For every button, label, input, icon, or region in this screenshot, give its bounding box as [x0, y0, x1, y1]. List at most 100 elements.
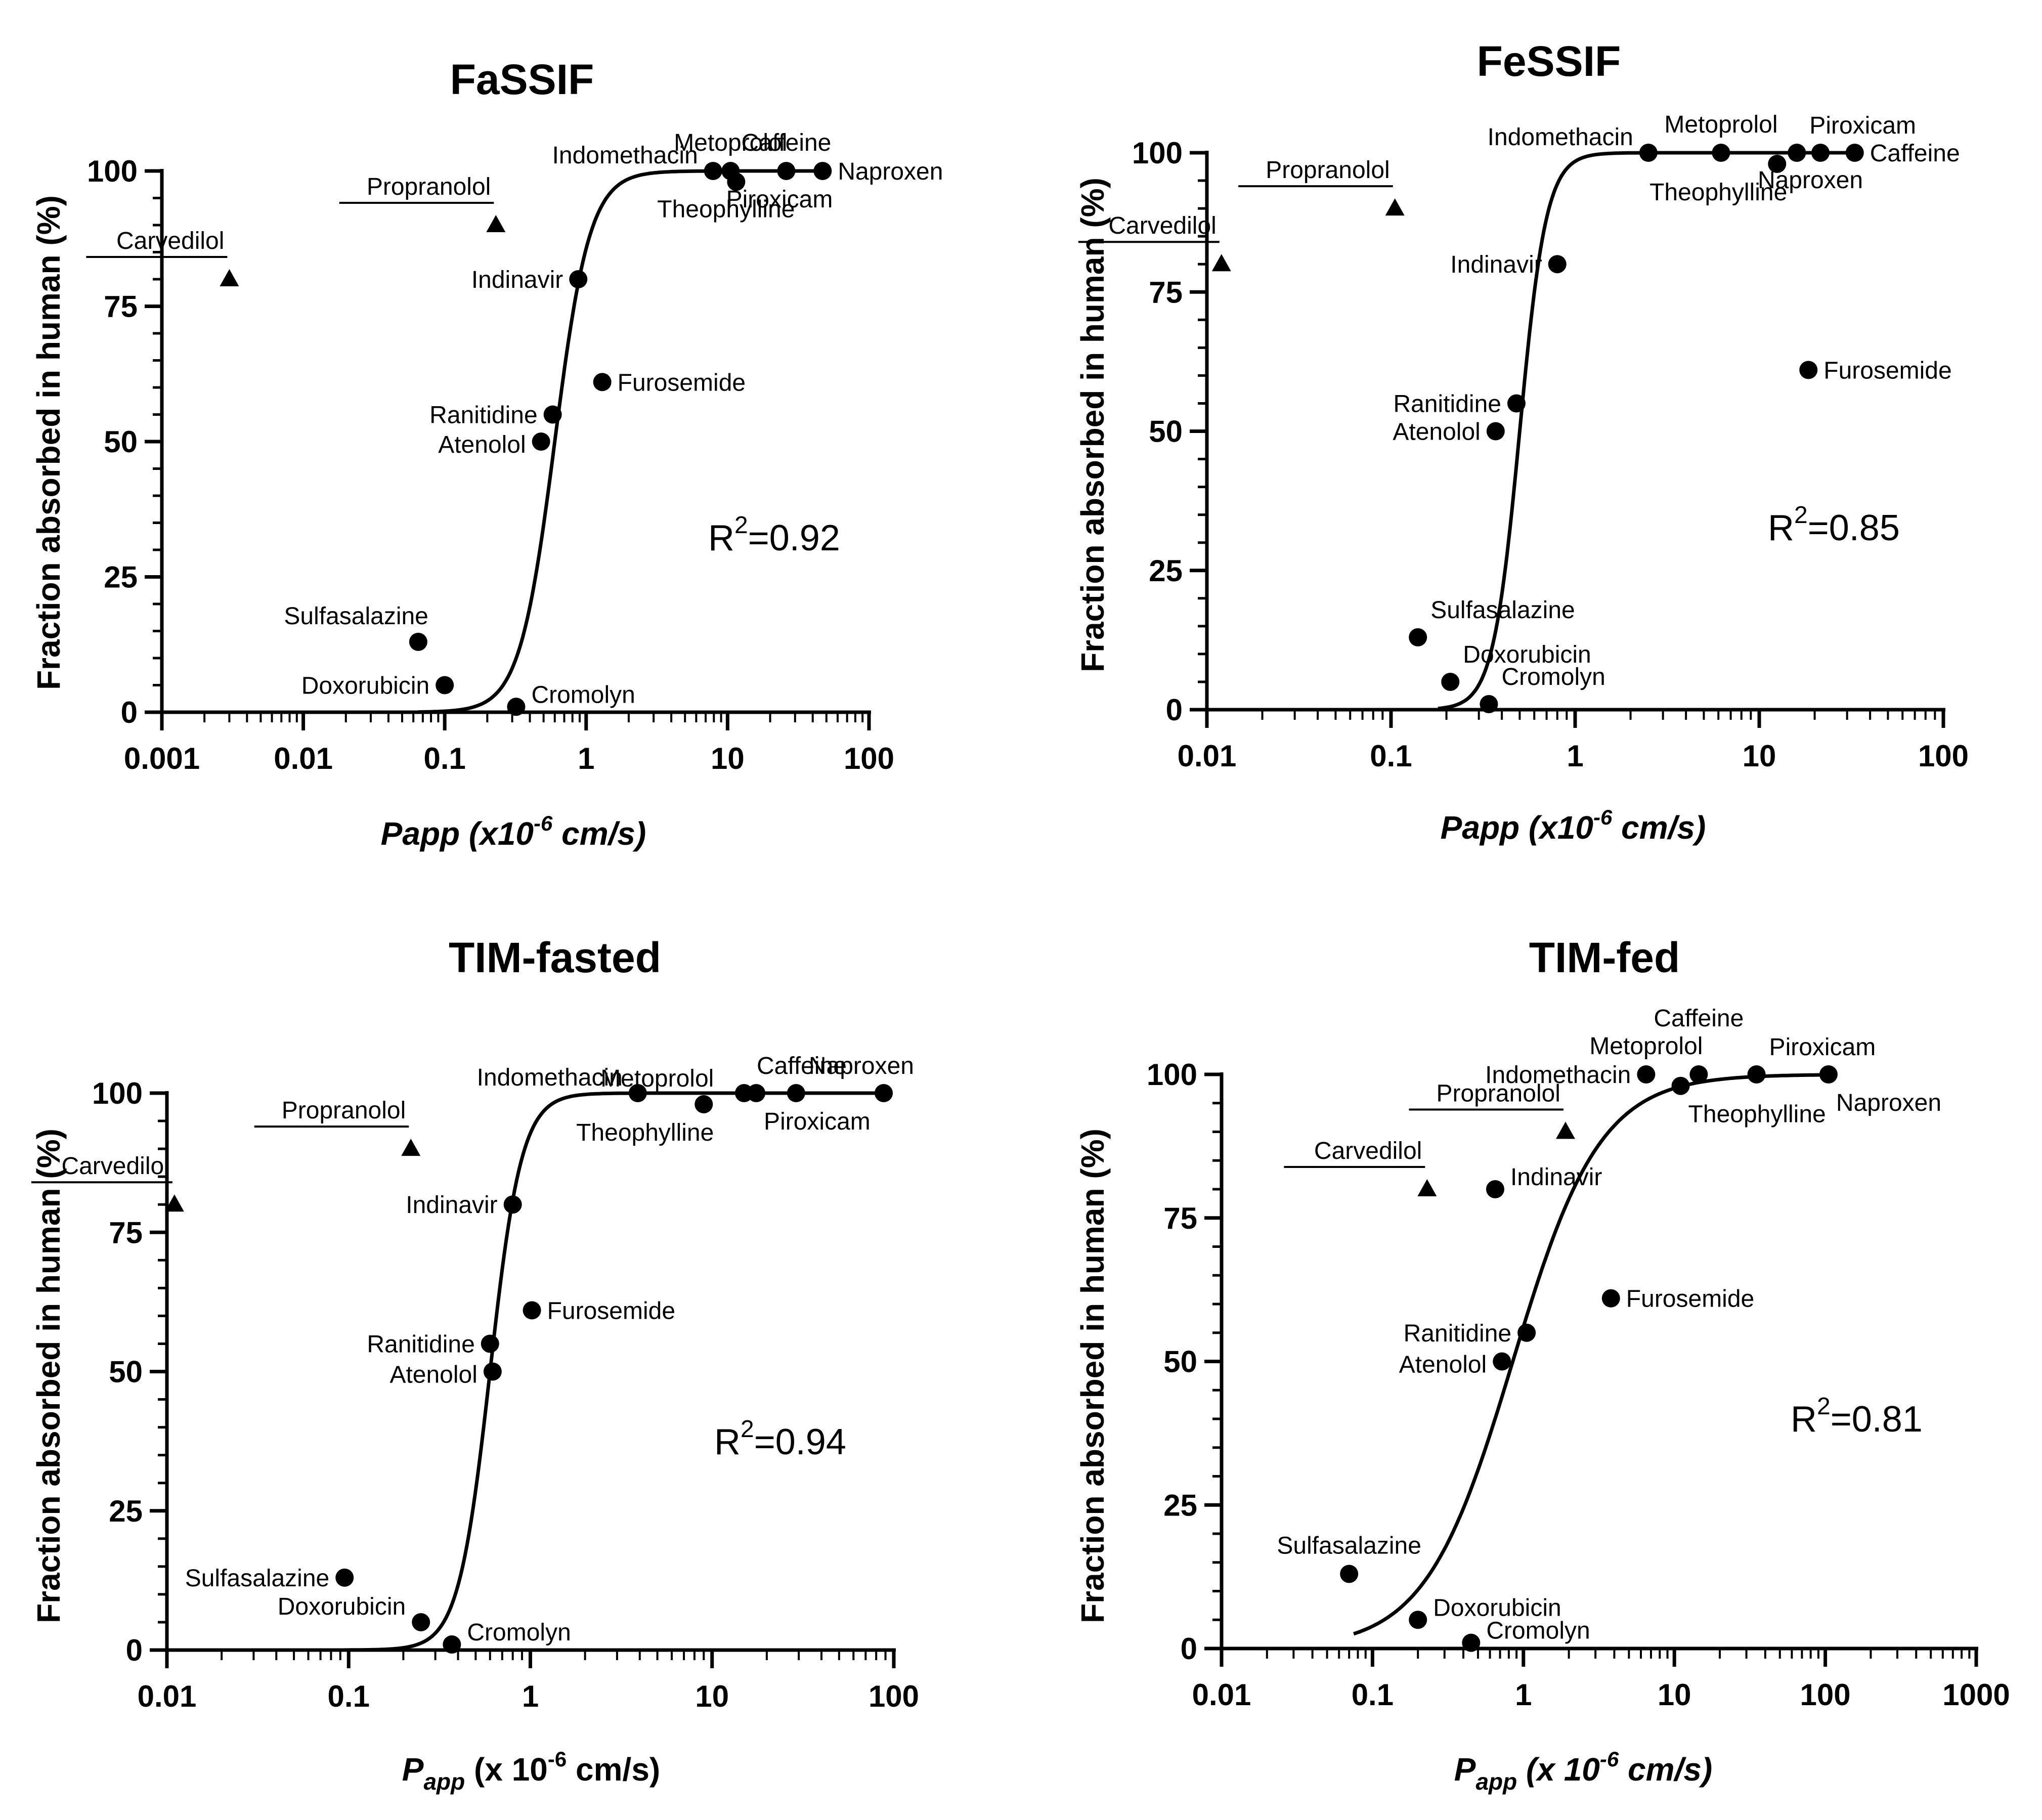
- point-label: Doxorubicin: [301, 673, 429, 700]
- x-tick-label: 100: [844, 742, 894, 775]
- data-point: [704, 162, 722, 180]
- point-label: Piroxicam: [1809, 112, 1916, 139]
- point-label: Indomethacin: [1485, 1062, 1631, 1089]
- point-label: Naproxen: [1836, 1090, 1941, 1116]
- data-point: [1409, 1611, 1427, 1629]
- x-tick-label: 0.001: [124, 742, 200, 775]
- x-tick-label: 0.01: [1178, 739, 1237, 773]
- x-tick-label: 10: [1658, 1678, 1691, 1712]
- x-tick-label: 1: [578, 742, 594, 775]
- x-axis-label-end: cm/s): [552, 815, 646, 852]
- point-label: Atenolol: [438, 431, 526, 458]
- x-axis-label: Papp (x10-6 cm/s): [381, 811, 646, 852]
- x-axis-label-end: cm/s): [1612, 809, 1706, 846]
- point-label: Furosemide: [1626, 1286, 1754, 1313]
- data-point: [694, 1095, 713, 1114]
- data-point: [481, 1334, 499, 1353]
- data-point-triangle: [164, 1194, 184, 1212]
- data-point: [1441, 672, 1460, 691]
- point-label: Indomethacin: [477, 1064, 623, 1091]
- x-axis-label-tail: (x 10: [465, 1751, 548, 1788]
- y-tick-label: 75: [109, 1216, 143, 1249]
- fit-curve: [418, 169, 824, 714]
- y-tick-label: 100: [87, 154, 138, 188]
- x-axis-label-sup: -6: [548, 1747, 567, 1771]
- point-label: Sulfasalazine: [1430, 597, 1575, 624]
- data-point: [777, 162, 796, 180]
- data-point: [1788, 144, 1806, 162]
- point-label: Metoprolol: [674, 129, 787, 156]
- point-label: Ranitidine: [367, 1331, 474, 1358]
- y-tick-label: 0: [1181, 1632, 1197, 1666]
- plot-area: 0 25 50 75 100 0.001 0.01 0.1 1 10 100 Carvedilol Pr…: [86, 129, 943, 775]
- x-tick-label: 1: [1515, 1678, 1532, 1712]
- point-label: Theophylline: [1649, 179, 1787, 206]
- data-point-triangle: [1385, 198, 1405, 216]
- point-label: Theophylline: [576, 1119, 714, 1146]
- data-point: [1517, 1323, 1536, 1342]
- point-label: Atenolol: [389, 1362, 477, 1389]
- x-axis-label-tail: (x 10: [1517, 1751, 1600, 1788]
- data-point: [1486, 1180, 1504, 1198]
- data-point: [747, 1084, 766, 1102]
- point-label: Atenolol: [1399, 1352, 1487, 1378]
- data-point: [1671, 1076, 1690, 1095]
- data-point: [412, 1613, 430, 1631]
- x-axis-label-sup: -6: [1600, 1747, 1619, 1771]
- x-tick-label: 1: [1567, 739, 1583, 773]
- point-label: Ranitidine: [429, 402, 537, 429]
- x-axis-label-main: Papp (x10: [1441, 809, 1593, 846]
- chart-title: TIM-fasted: [449, 934, 661, 981]
- point-label: Furosemide: [618, 369, 746, 396]
- data-point-triangle: [486, 215, 506, 232]
- data-point: [503, 1195, 522, 1214]
- r2-annotation: R2=0.81: [1791, 1393, 1923, 1440]
- data-point-triangle: [401, 1139, 421, 1156]
- point-label: Indinavir: [406, 1192, 497, 1219]
- point-label: Metoprolol: [1664, 111, 1777, 138]
- y-tick-label: 25: [104, 560, 138, 594]
- data-point: [1845, 144, 1864, 162]
- x-axis-label-main: P: [402, 1751, 424, 1788]
- point-label: Cromolyn: [467, 1619, 571, 1646]
- point-label: Ranitidine: [1404, 1320, 1511, 1347]
- y-tick-label: 100: [92, 1076, 143, 1110]
- y-tick-label: 0: [126, 1633, 143, 1667]
- data-point: [1811, 144, 1830, 162]
- data-point: [1768, 155, 1787, 174]
- point-label: Piroxicam: [1769, 1034, 1876, 1061]
- data-point-triangle: [1417, 1179, 1437, 1196]
- point-label: Indinavir: [471, 267, 563, 293]
- panel-tim-fed: TIM-fed Fraction absorbed in human (%) P…: [1074, 934, 2010, 1795]
- point-label: Naproxen: [838, 158, 943, 185]
- data-point: [569, 270, 588, 288]
- point-label: Carvedilol: [61, 1153, 169, 1180]
- data-point: [628, 1084, 647, 1102]
- point-label: Doxorubicin: [1433, 1594, 1561, 1621]
- panel-tim-fasted: TIM-fasted Fraction absorbed in human (%…: [30, 934, 919, 1795]
- point-label: Furosemide: [1823, 357, 1951, 384]
- data-point: [443, 1635, 461, 1654]
- x-tick-label: 10: [1743, 739, 1776, 773]
- point-label: Piroxicam: [726, 186, 833, 213]
- point-label: Caffeine: [757, 1053, 847, 1079]
- data-point: [1747, 1065, 1766, 1084]
- point-label: Carvedilol: [1108, 212, 1216, 239]
- y-tick-label: 50: [1163, 1345, 1197, 1379]
- point-label: Carvedilol: [116, 228, 224, 254]
- data-point: [1409, 628, 1427, 646]
- x-axis-label-sup: -6: [534, 811, 553, 835]
- point-label: Theophylline: [657, 196, 795, 223]
- x-tick-label: 0.01: [274, 742, 333, 775]
- y-tick-label: 100: [1147, 1058, 1197, 1092]
- r2-annotation: R2=0.94: [714, 1416, 846, 1462]
- point-label: Indomethacin: [552, 142, 698, 169]
- x-tick-label: 0.01: [138, 1679, 197, 1713]
- point-label: Piroxicam: [764, 1108, 871, 1135]
- data-point-triangle: [1211, 254, 1231, 272]
- x-tick-label: 100: [1918, 739, 1969, 773]
- point-label: Indinavir: [1450, 251, 1542, 278]
- chart-title: FeSSIF: [1477, 37, 1621, 85]
- data-point: [1480, 695, 1498, 713]
- point-label: Caffeine: [1870, 140, 1960, 167]
